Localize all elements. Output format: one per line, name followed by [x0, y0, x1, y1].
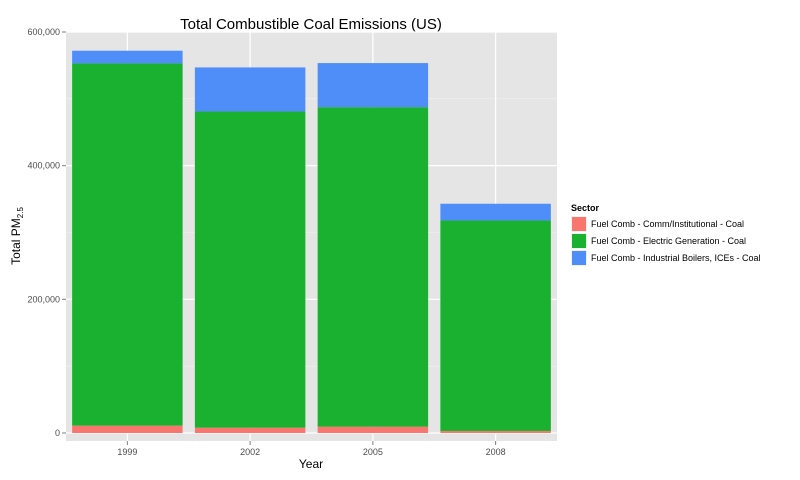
bar-1999-series-3: [72, 50, 183, 64]
x-tick-label: 2008: [486, 447, 506, 457]
y-tick-label: 600,000: [27, 27, 60, 37]
bar-2005-series-1: [317, 426, 429, 433]
legend-label: Fuel Comb - Comm/Institutional - Coal: [591, 219, 744, 229]
y-tick-label: 400,000: [27, 161, 60, 171]
x-tick-label: 1999: [117, 447, 137, 457]
y-axis-title: Total PM2.5: [9, 207, 25, 265]
bar-2002-series-1: [194, 427, 306, 433]
bar-2008-series-3: [440, 203, 551, 221]
bars: [72, 50, 551, 433]
legend-swatch: [572, 234, 586, 248]
legend: Sector Fuel Comb - Comm/Institutional - …: [571, 203, 761, 266]
bar-1999-series-1: [72, 425, 183, 433]
x-axis-title: Year: [299, 457, 323, 471]
legend-swatch: [572, 217, 586, 231]
bar-2002-series-2: [194, 111, 306, 428]
bar-2005-series-2: [317, 107, 429, 427]
y-axis-title-subscript: 2.5: [16, 207, 25, 219]
y-axis-title-main: Total PM: [9, 218, 23, 265]
legend-title: Sector: [571, 203, 600, 213]
x-tick-label: 2005: [363, 447, 383, 457]
legend-swatch: [572, 251, 586, 265]
y-axis: 0 200,000 400,000 600,000: [27, 27, 66, 438]
y-tick-label: 0: [55, 428, 60, 438]
bar-1999-series-2: [72, 63, 183, 426]
bar-2005-series-3: [317, 63, 429, 108]
y-tick-label: 200,000: [27, 294, 60, 304]
chart-title: Total Combustible Coal Emissions (US): [180, 16, 442, 33]
x-axis: 1999 2002 2005 2008: [117, 441, 506, 457]
bar-2008-series-1: [440, 430, 551, 433]
bar-2008-series-2: [440, 220, 551, 431]
legend-label: Fuel Comb - Industrial Boilers, ICEs - C…: [591, 253, 761, 263]
bar-2002-series-3: [194, 67, 306, 112]
legend-label: Fuel Comb - Electric Generation - Coal: [591, 236, 746, 246]
x-tick-label: 2002: [240, 447, 260, 457]
